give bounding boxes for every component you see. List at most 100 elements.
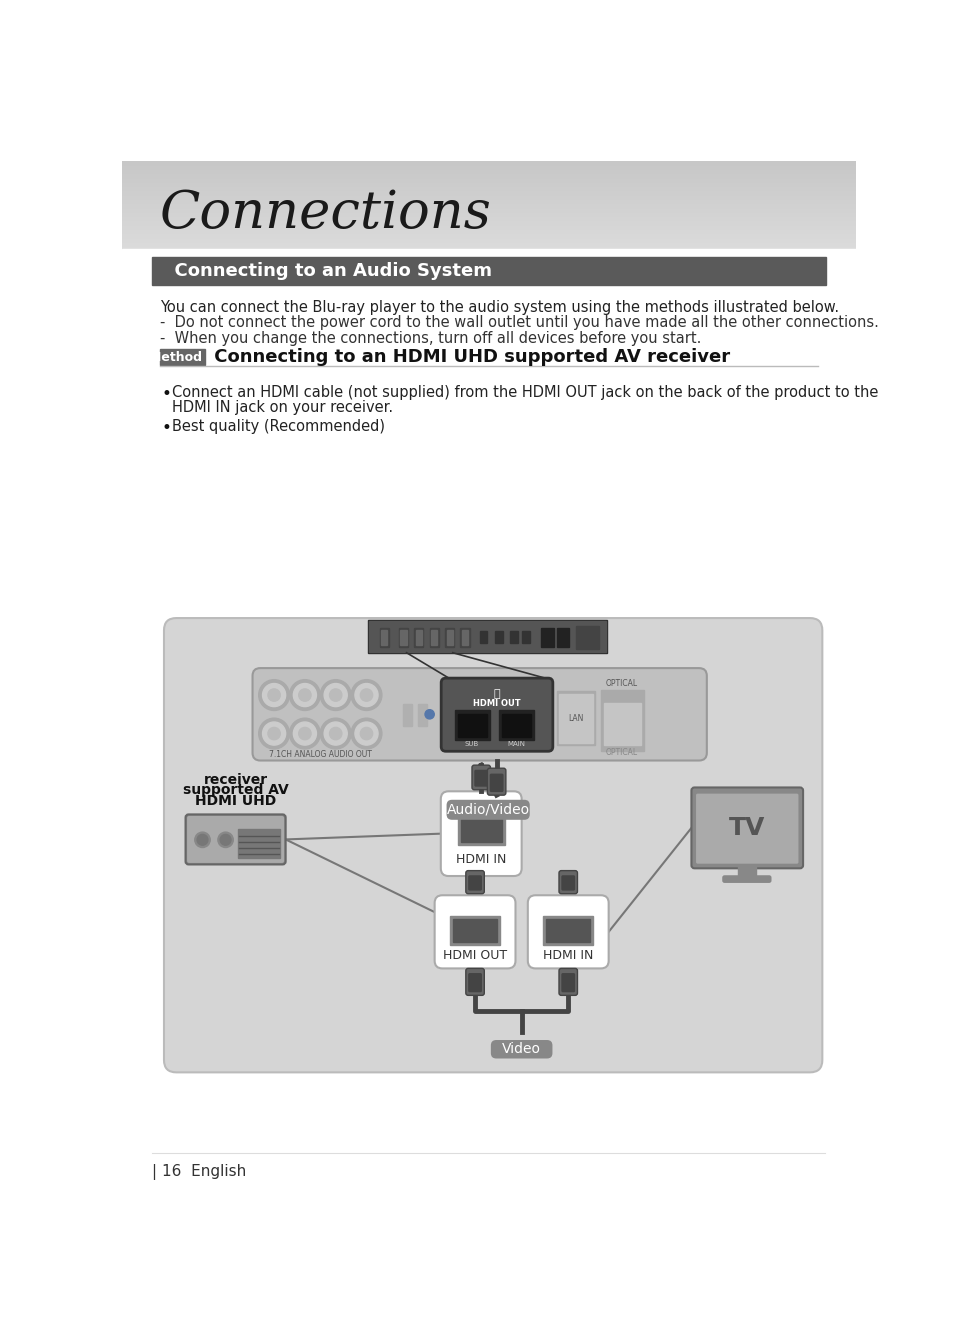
Bar (450, 916, 499, 945)
Bar (122, 1149, 856, 1192)
Circle shape (251, 832, 266, 848)
Circle shape (289, 718, 320, 749)
Bar (444, 628, 454, 647)
Bar (414, 628, 423, 647)
Circle shape (324, 683, 347, 707)
Bar (495, 631, 502, 644)
Bar (446, 629, 453, 645)
Text: SUB: SUB (464, 740, 478, 747)
FancyBboxPatch shape (558, 870, 577, 893)
Bar (416, 629, 421, 645)
Circle shape (293, 683, 316, 707)
FancyBboxPatch shape (491, 1040, 552, 1059)
Text: Connections: Connections (160, 187, 492, 238)
Text: HDMI IN: HDMI IN (542, 949, 593, 961)
FancyBboxPatch shape (253, 668, 706, 761)
Circle shape (298, 727, 311, 739)
FancyBboxPatch shape (560, 876, 575, 890)
Circle shape (360, 727, 373, 739)
Circle shape (194, 832, 210, 848)
Bar (455, 711, 489, 739)
Bar (379, 628, 389, 647)
Bar (603, 703, 640, 744)
Text: -  Do not connect the power cord to the wall outlet until you have made all the : - Do not connect the power cord to the w… (160, 316, 878, 331)
Bar (152, 257, 825, 285)
Text: Best quality (Recommended): Best quality (Recommended) (172, 419, 385, 434)
Text: Connecting to an Audio System: Connecting to an Audio System (161, 262, 491, 280)
Text: ⓘ: ⓘ (493, 688, 499, 699)
Circle shape (329, 727, 341, 739)
Circle shape (289, 680, 320, 711)
Bar (417, 704, 427, 726)
FancyBboxPatch shape (468, 973, 481, 992)
Bar (521, 631, 529, 644)
FancyBboxPatch shape (527, 896, 608, 968)
Circle shape (329, 688, 341, 702)
Bar (369, 621, 605, 652)
Bar (368, 620, 606, 652)
Text: HDMI OUT: HDMI OUT (473, 699, 520, 708)
Bar (457, 714, 486, 736)
Text: OPTICAL: OPTICAL (605, 749, 638, 758)
Text: Method 1: Method 1 (150, 351, 215, 363)
Text: Video: Video (501, 1042, 540, 1056)
Bar (453, 919, 497, 943)
Circle shape (355, 683, 377, 707)
Text: OPTICAL: OPTICAL (605, 679, 638, 688)
FancyBboxPatch shape (560, 973, 575, 992)
Bar (501, 714, 530, 736)
Text: HDMI IN: HDMI IN (456, 853, 506, 865)
Bar (558, 694, 592, 743)
Bar (557, 628, 568, 647)
FancyBboxPatch shape (489, 774, 503, 793)
Text: LAN: LAN (568, 714, 583, 723)
FancyBboxPatch shape (465, 968, 484, 995)
Bar (461, 629, 468, 645)
FancyBboxPatch shape (164, 619, 821, 1073)
Circle shape (355, 722, 377, 744)
Circle shape (268, 727, 280, 739)
Text: •: • (161, 419, 172, 437)
Bar (460, 819, 502, 842)
FancyBboxPatch shape (468, 876, 481, 890)
Circle shape (258, 718, 289, 749)
Text: | 16  English: | 16 English (152, 1165, 247, 1181)
Bar (237, 829, 280, 858)
FancyBboxPatch shape (721, 876, 771, 882)
Circle shape (293, 722, 316, 744)
Circle shape (268, 688, 280, 702)
Circle shape (298, 688, 311, 702)
Circle shape (217, 832, 233, 848)
Bar (160, 349, 205, 364)
Text: Connect an HDMI cable (not supplied) from the HDMI OUT jack on the back of the p: Connect an HDMI cable (not supplied) fro… (172, 384, 878, 400)
Circle shape (220, 834, 231, 845)
Bar (498, 711, 533, 739)
FancyBboxPatch shape (472, 765, 490, 790)
FancyBboxPatch shape (440, 791, 521, 876)
FancyBboxPatch shape (558, 968, 577, 995)
Bar (398, 628, 408, 647)
Circle shape (324, 722, 347, 744)
Circle shape (197, 834, 208, 845)
Text: -  When you change the connections, turn off all devices before you start.: - When you change the connections, turn … (160, 331, 700, 345)
Circle shape (262, 683, 285, 707)
FancyBboxPatch shape (446, 799, 529, 819)
Bar (576, 625, 598, 649)
Circle shape (425, 710, 434, 719)
Circle shape (262, 722, 285, 744)
Circle shape (360, 688, 373, 702)
FancyBboxPatch shape (474, 770, 488, 787)
Text: supported AV: supported AV (183, 783, 288, 798)
Text: You can connect the Blu-ray player to the audio system using the methods illustr: You can connect the Blu-ray player to th… (160, 300, 839, 315)
Text: Connecting to an HDMI UHD supported AV receiver: Connecting to an HDMI UHD supported AV r… (208, 348, 729, 366)
Bar (457, 815, 505, 845)
FancyBboxPatch shape (187, 815, 284, 862)
Bar (431, 629, 436, 645)
FancyBboxPatch shape (696, 794, 798, 864)
Bar (542, 916, 593, 945)
Bar (429, 628, 438, 647)
Text: HDMI UHD: HDMI UHD (194, 794, 276, 809)
Bar (479, 631, 487, 644)
Circle shape (351, 680, 381, 711)
Text: TV: TV (728, 815, 764, 840)
